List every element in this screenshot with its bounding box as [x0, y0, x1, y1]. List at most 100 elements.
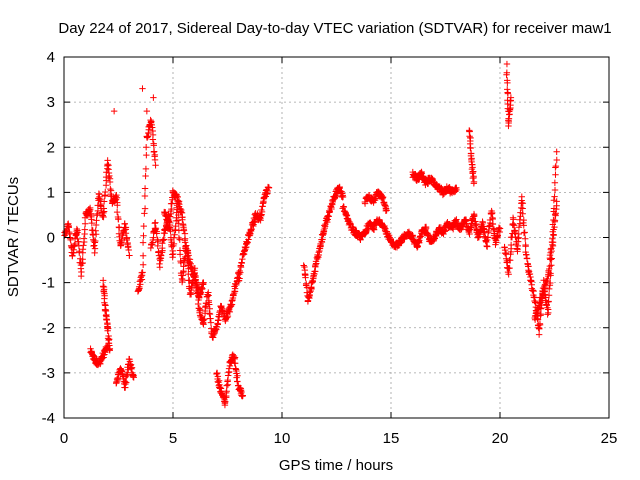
data-point — [90, 352, 97, 359]
data-point — [139, 252, 147, 259]
data-point — [551, 186, 559, 194]
data-point — [315, 248, 322, 256]
x-axis-label: GPS time / hours — [279, 457, 393, 474]
data-point — [92, 227, 99, 234]
data-point — [238, 388, 245, 396]
data-point — [230, 352, 238, 360]
data-point — [489, 225, 497, 232]
y-tick-label: -3 — [42, 365, 55, 382]
data-point — [225, 365, 233, 372]
data-point — [302, 274, 309, 281]
data-point — [531, 297, 538, 305]
data-point — [507, 241, 515, 249]
data-point — [551, 193, 558, 200]
data-point — [550, 205, 558, 212]
data-point — [141, 185, 149, 192]
data-point — [503, 71, 510, 79]
data-point — [336, 185, 343, 192]
data-point — [148, 124, 156, 131]
data-point — [197, 290, 204, 298]
data-point — [105, 174, 112, 181]
chart-title: Day 224 of 2017, Sidereal Day-to-day VTE… — [58, 20, 611, 37]
data-point — [106, 172, 113, 180]
data-point — [200, 316, 207, 324]
data-point — [67, 236, 74, 244]
data-point — [201, 315, 208, 323]
data-point — [218, 304, 225, 311]
data-point — [501, 243, 508, 251]
data-point — [232, 281, 240, 289]
data-point — [514, 235, 522, 242]
data-point — [237, 263, 245, 270]
data-point — [439, 191, 447, 199]
x-tick-label: 25 — [601, 430, 618, 447]
y-tick-label: 4 — [47, 49, 55, 66]
data-point — [99, 277, 107, 284]
data-point — [381, 224, 388, 231]
data-point — [92, 237, 99, 245]
data-point — [189, 265, 196, 273]
data-point — [75, 238, 82, 246]
data-point — [481, 233, 488, 240]
data-point — [150, 148, 158, 156]
data-point — [328, 204, 335, 211]
data-point — [549, 221, 557, 228]
y-axis-label: SDTVAR / TECUs — [5, 177, 22, 297]
data-point — [479, 219, 486, 227]
data-point — [204, 293, 211, 300]
x-tick-label: 10 — [274, 430, 291, 447]
x-axis-ticks: 0 5 10 15 20 25 — [60, 57, 618, 447]
data-point — [495, 224, 503, 231]
data-point — [234, 378, 241, 385]
data-point — [504, 90, 512, 97]
data-point — [106, 346, 113, 353]
data-point — [520, 222, 527, 229]
y-tick-label: 2 — [47, 139, 55, 156]
data-point — [169, 250, 177, 258]
data-point — [548, 262, 555, 269]
data-point — [453, 184, 460, 192]
data-point — [544, 306, 552, 313]
data-point — [194, 300, 202, 308]
data-point — [234, 372, 241, 379]
data-point — [126, 252, 133, 259]
data-point — [86, 204, 94, 212]
data-point — [536, 320, 544, 327]
data-point — [515, 230, 522, 238]
data-point — [152, 219, 159, 226]
x-tick-label: 0 — [60, 430, 68, 447]
data-point — [165, 217, 173, 225]
data-point — [467, 144, 474, 152]
data-point — [178, 275, 186, 283]
data-point — [470, 213, 478, 220]
data-point — [122, 230, 130, 237]
data-point — [304, 298, 312, 305]
data-point — [313, 260, 320, 267]
data-point — [178, 208, 185, 216]
data-point — [223, 388, 230, 395]
data-point — [88, 219, 96, 227]
data-point — [128, 365, 135, 373]
data-point — [381, 200, 388, 208]
data-point — [548, 245, 555, 252]
data-point — [238, 259, 245, 266]
data-point — [172, 222, 179, 230]
data-point — [73, 225, 81, 233]
data-point — [150, 94, 157, 101]
data-point — [94, 210, 101, 218]
data-point — [179, 216, 186, 223]
data-point — [113, 208, 121, 216]
data-point — [165, 224, 173, 232]
data-point — [550, 196, 558, 204]
data-point — [482, 237, 489, 245]
data-point — [143, 151, 150, 159]
data-point — [153, 230, 160, 237]
data-point — [139, 269, 146, 276]
data-point — [258, 208, 266, 216]
data-point — [104, 161, 111, 168]
y-tick-label: 3 — [47, 94, 55, 111]
data-point — [522, 243, 529, 250]
data-point — [357, 236, 364, 244]
data-point — [162, 212, 169, 219]
